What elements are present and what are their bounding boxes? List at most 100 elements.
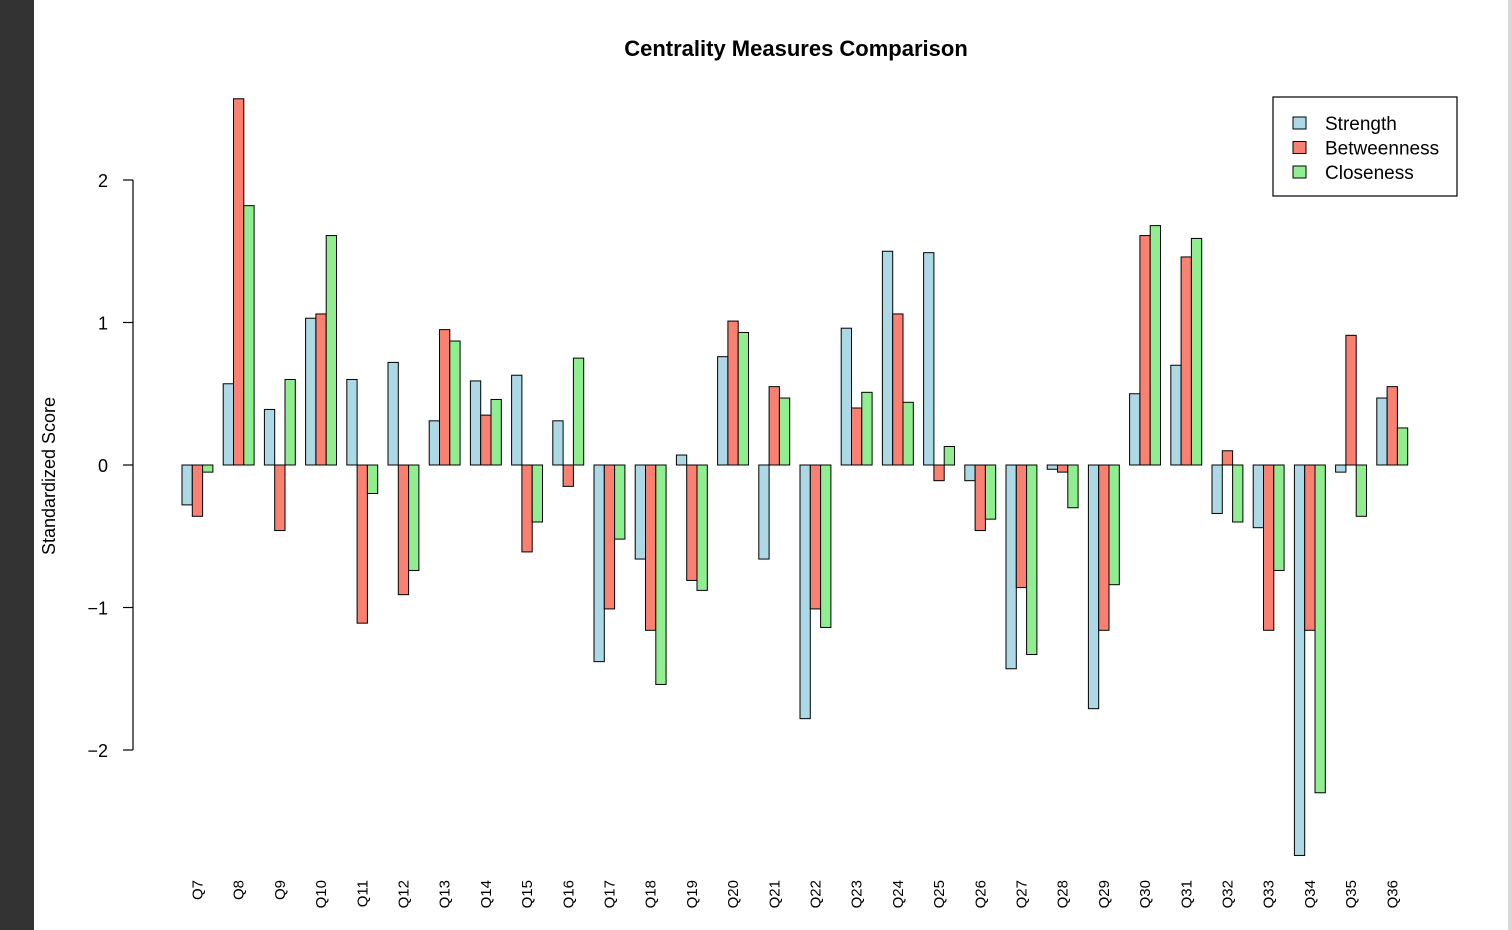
x-tick-label-Q15: Q15: [519, 880, 536, 908]
bar-strength-Q32: [1211, 464, 1223, 514]
bar-closeness-Q33: [1273, 464, 1285, 571]
y-tick-label: 1: [98, 314, 108, 334]
x-tick-label-Q19: Q19: [684, 880, 701, 908]
bar-strength-Q24: [881, 250, 894, 466]
bar-group-Q34: [1293, 464, 1326, 856]
legend-label-betweenness: Betweenness: [1325, 139, 1439, 160]
bar-closeness-Q8: [243, 205, 255, 466]
x-tick-label-Q8: Q8: [231, 880, 248, 900]
x-tick-label-Q28: Q28: [1055, 880, 1072, 908]
bars-group: [181, 98, 1409, 856]
bar-closeness-Q10: [325, 235, 338, 466]
x-tick-label-Q10: Q10: [313, 880, 330, 908]
bar-closeness-Q31: [1190, 237, 1203, 466]
bar-strength-Q20: [717, 356, 729, 466]
bar-group-Q32: [1211, 450, 1244, 523]
bar-group-Q33: [1252, 464, 1285, 631]
x-tick-label-Q13: Q13: [437, 880, 454, 908]
bar-closeness-Q36: [1396, 427, 1409, 466]
bar-strength-Q35: [1335, 464, 1347, 473]
bar-group-Q12: [387, 361, 420, 596]
bar-strength-Q34: [1293, 464, 1306, 856]
left-window-edge: [0, 0, 34, 930]
x-tick-label-Q32: Q32: [1219, 880, 1236, 908]
bar-betweenness-Q13: [439, 329, 451, 466]
bar-closeness-Q23: [861, 391, 873, 466]
bar-group-Q9: [263, 379, 296, 532]
bar-closeness-Q21: [778, 397, 791, 466]
x-tick-label-Q24: Q24: [890, 880, 907, 908]
bar-strength-Q10: [305, 317, 317, 466]
bar-strength-Q31: [1170, 364, 1182, 466]
bar-betweenness-Q19: [686, 464, 698, 581]
bar-closeness-Q7: [202, 464, 214, 473]
bar-strength-Q14: [469, 380, 482, 466]
bar-betweenness-Q23: [851, 407, 863, 466]
bar-closeness-Q15: [531, 464, 544, 523]
x-tick-label-Q35: Q35: [1343, 880, 1360, 908]
x-tick-label-Q31: Q31: [1178, 880, 1195, 908]
bar-group-Q26: [964, 464, 997, 532]
bar-strength-Q11: [346, 379, 358, 466]
bar-betweenness-Q35: [1345, 334, 1357, 466]
chart-title: Centrality Measures Comparison: [624, 36, 968, 61]
bar-betweenness-Q28: [1057, 464, 1069, 473]
x-tick-label-Q20: Q20: [725, 880, 742, 908]
bar-strength-Q27: [1005, 464, 1017, 670]
legend-swatch-betweenness: [1292, 141, 1307, 154]
bar-betweenness-Q7: [191, 464, 204, 517]
bar-closeness-Q16: [572, 357, 585, 466]
x-tick-label-Q11: Q11: [354, 880, 371, 907]
bar-strength-Q26: [964, 464, 976, 482]
bar-betweenness-Q14: [480, 414, 492, 466]
bar-closeness-Q29: [1108, 464, 1120, 586]
bar-group-Q31: [1170, 237, 1203, 466]
bar-betweenness-Q24: [892, 313, 904, 466]
bar-closeness-Q17: [614, 464, 626, 540]
x-tick-label-Q14: Q14: [478, 880, 495, 908]
bar-closeness-Q20: [737, 331, 750, 466]
bar-closeness-Q22: [820, 464, 832, 628]
bar-group-Q21: [758, 386, 791, 560]
bar-closeness-Q24: [902, 401, 914, 466]
y-tick-label: −2: [87, 741, 108, 761]
bar-betweenness-Q12: [397, 464, 410, 596]
bar-group-Q25: [923, 252, 956, 482]
bar-strength-Q12: [387, 361, 399, 466]
bar-strength-Q28: [1046, 464, 1058, 470]
bar-group-Q15: [511, 374, 544, 553]
x-tick-label-Q29: Q29: [1096, 880, 1113, 908]
x-tick-label-Q7: Q7: [189, 880, 206, 900]
x-tick-label-Q17: Q17: [601, 880, 618, 908]
bar-closeness-Q14: [490, 398, 502, 466]
y-axis-label: Standardized Score: [39, 397, 59, 555]
bar-betweenness-Q8: [233, 98, 245, 466]
x-tick-label-Q33: Q33: [1261, 880, 1278, 908]
bar-strength-Q8: [222, 383, 234, 466]
bar-closeness-Q32: [1232, 464, 1244, 523]
bar-strength-Q16: [552, 420, 564, 466]
bar-closeness-Q28: [1067, 464, 1079, 509]
bar-group-Q23: [840, 327, 873, 466]
bar-closeness-Q27: [1026, 464, 1038, 656]
y-tick-label: 0: [98, 456, 108, 476]
bar-closeness-Q11: [366, 464, 379, 494]
x-tick-label-Q27: Q27: [1013, 880, 1030, 908]
bar-betweenness-Q15: [521, 464, 533, 553]
bar-betweenness-Q29: [1098, 464, 1110, 631]
bar-group-Q18: [634, 464, 667, 685]
bar-closeness-Q34: [1314, 464, 1326, 794]
y-tick-label: −1: [87, 599, 108, 619]
x-tick-label-Q36: Q36: [1384, 880, 1401, 908]
bar-strength-Q30: [1129, 393, 1141, 466]
bar-betweenness-Q22: [809, 464, 822, 610]
x-tick-labels: Q7 Q8 Q9 Q10 Q11 Q12 Q13 Q14 Q15 Q16 Q17 Q18 Q19 Q20 Q…: [189, 880, 1401, 908]
y-axis: −2 −1 0 1 2: [87, 171, 134, 761]
bar-group-Q24: [881, 250, 914, 466]
bar-strength-Q18: [634, 464, 647, 560]
legend-label-closeness: Closeness: [1325, 163, 1414, 184]
bar-closeness-Q12: [408, 464, 420, 571]
bar-betweenness-Q16: [562, 464, 574, 487]
bar-betweenness-Q25: [933, 464, 945, 482]
x-tick-label-Q34: Q34: [1302, 880, 1319, 908]
